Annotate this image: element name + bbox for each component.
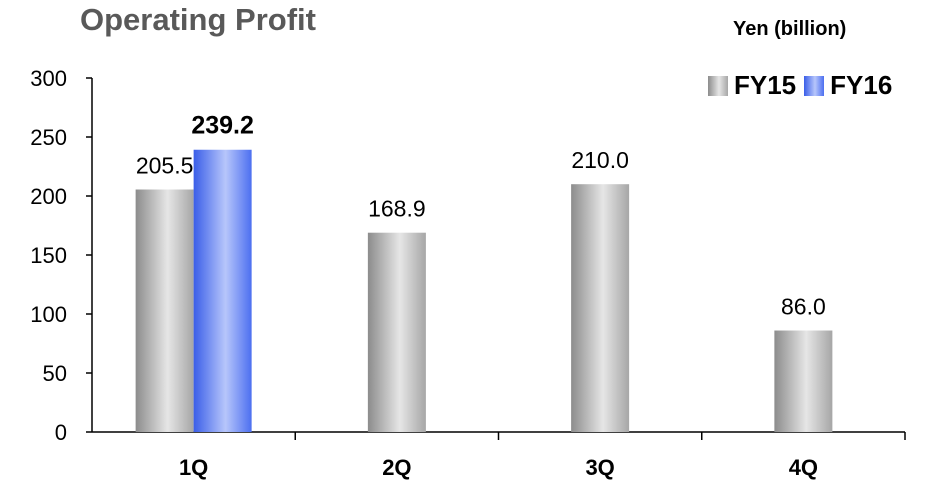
data-label: 239.2: [191, 112, 254, 140]
x-tick-label: 4Q: [789, 455, 818, 480]
legend-label-fy16: FY16: [830, 70, 893, 100]
x-tick-label: 2Q: [382, 455, 411, 480]
unit-label: Yen (billion): [733, 18, 847, 40]
x-tick-label: 3Q: [585, 455, 614, 480]
data-label: 86.0: [781, 294, 826, 320]
data-label: 210.0: [571, 147, 629, 173]
legend-item-fy16: FY16: [804, 70, 892, 101]
legend-swatch-fy16: [804, 75, 825, 96]
y-tick-label: 200: [30, 184, 67, 209]
y-tick-label: 0: [55, 420, 67, 445]
bar-fy15-2q: [367, 232, 426, 432]
y-tick-label: 100: [30, 302, 67, 327]
y-tick-label: 300: [30, 66, 67, 91]
axes: 0 50 100 150 200 250 300 1Q 2Q 3Q 4Q: [30, 66, 906, 480]
legend-label-fy15: FY15: [734, 70, 797, 100]
y-tick-label: 50: [43, 361, 67, 386]
bar-fy15-1q: [135, 189, 194, 432]
legend: FY15 FY16: [708, 70, 900, 101]
bar-fy16-1q: [193, 149, 252, 432]
legend-swatch-fy15: [708, 75, 728, 96]
bar-fy15-3q: [571, 184, 630, 432]
bar-fy15-4q: [774, 330, 833, 432]
bars: [135, 149, 833, 432]
data-label: 168.9: [368, 196, 426, 222]
data-labels: 205.5 239.2 168.9 210.0 86.0: [136, 112, 826, 320]
y-tick-label: 250: [30, 125, 67, 150]
x-tick-label: 1Q: [179, 455, 208, 480]
data-label: 205.5: [136, 153, 194, 179]
y-tick-label: 150: [30, 243, 67, 268]
chart-title: Operating Profit: [80, 2, 316, 37]
legend-item-fy15: FY15: [708, 70, 796, 101]
